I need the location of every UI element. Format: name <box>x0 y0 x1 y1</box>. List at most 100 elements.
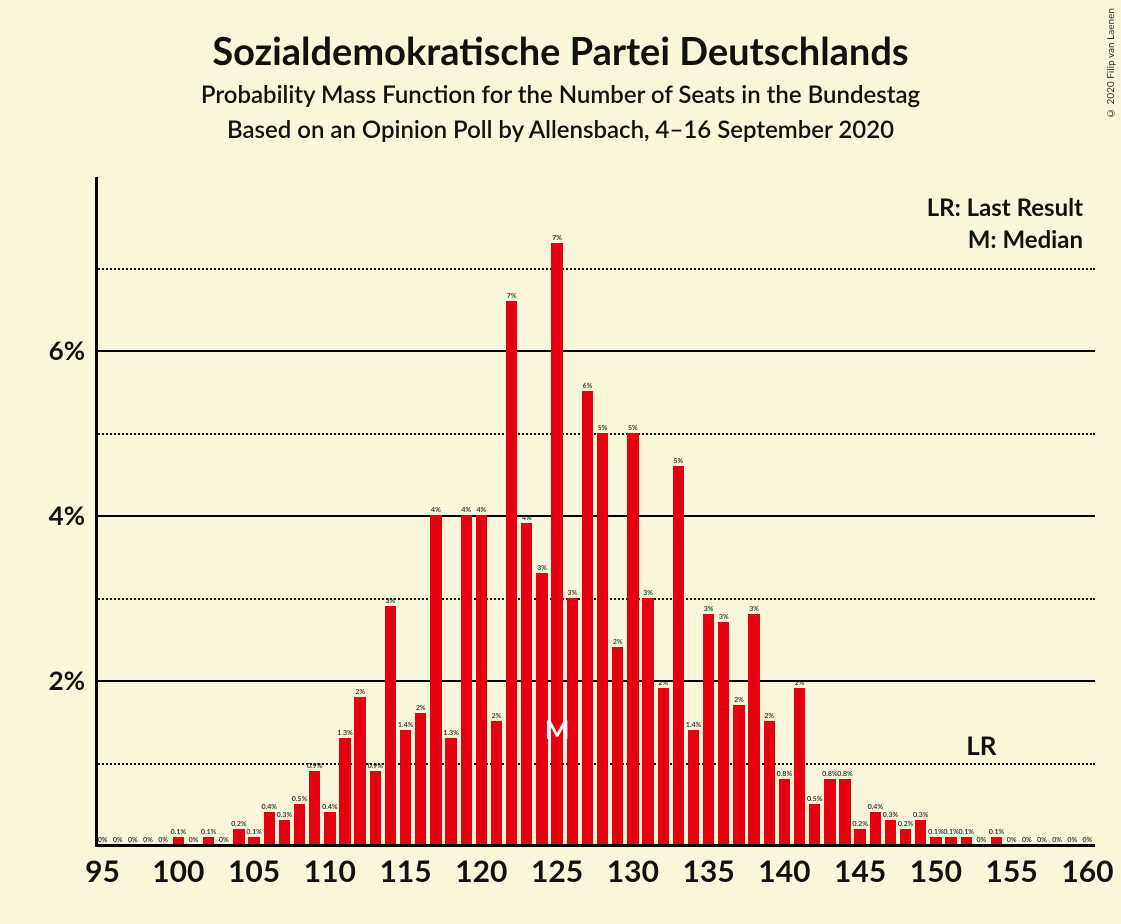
bar <box>415 713 426 845</box>
chart-title-sub2: Based on an Opinion Poll by Allensbach, … <box>0 115 1121 144</box>
bar-value-label: 0.1% <box>943 828 958 836</box>
bar-value-label: 0% <box>1052 836 1062 844</box>
bar-value-label: 0.1% <box>201 828 216 836</box>
bar-value-label: 0% <box>143 836 153 844</box>
x-tick-label: 155 <box>986 853 1038 889</box>
bar-value-label: 2% <box>492 712 502 720</box>
bar-value-label: 4% <box>476 506 486 514</box>
bar <box>779 779 790 845</box>
bar-value-label: 0.1% <box>171 828 186 836</box>
x-tick-label: 135 <box>683 853 735 889</box>
y-axis <box>95 177 98 845</box>
bar-value-label: 5% <box>628 424 638 432</box>
bar-value-label: 0.1% <box>246 828 261 836</box>
bar-value-label: 0.9% <box>307 762 322 770</box>
bar-value-label: 3% <box>749 605 759 613</box>
gridline-minor <box>95 598 1095 600</box>
bar-value-label: 1.4% <box>398 721 413 729</box>
bar <box>597 433 608 846</box>
gridline-major <box>95 515 1095 517</box>
bar <box>627 433 638 846</box>
bar <box>900 829 911 846</box>
bar <box>824 779 835 845</box>
median-marker: M <box>545 713 570 745</box>
bar-value-label: 3% <box>719 613 729 621</box>
x-tick-label: 145 <box>834 853 886 889</box>
bar <box>430 515 441 845</box>
bar-value-label: 3% <box>567 589 577 597</box>
bar <box>264 812 275 845</box>
bar-value-label: 0.1% <box>928 828 943 836</box>
x-tick-label: 120 <box>455 853 507 889</box>
bar-value-label: 0% <box>1007 836 1017 844</box>
bar-value-label: 0.4% <box>262 803 277 811</box>
x-tick-label: 160 <box>1061 853 1113 889</box>
bar-value-label: 1.3% <box>443 729 458 737</box>
x-tick-label: 125 <box>531 853 583 889</box>
bar-value-label: 0% <box>189 836 199 844</box>
bar <box>233 829 244 846</box>
bar-value-label: 1.4% <box>686 721 701 729</box>
bar-value-label: 0.2% <box>231 820 246 828</box>
bar-value-label: 2% <box>355 688 365 696</box>
bar <box>809 804 820 845</box>
y-tick-label: 2% <box>25 664 85 696</box>
bar-value-label: 0% <box>976 836 986 844</box>
bar <box>733 705 744 845</box>
bar-value-label: 0.4% <box>322 803 337 811</box>
bar <box>370 771 381 845</box>
bar <box>642 598 653 846</box>
gridline-minor <box>95 763 1095 765</box>
bar-value-label: 5% <box>673 457 683 465</box>
x-tick-label: 110 <box>304 853 356 889</box>
x-tick-label: 100 <box>152 853 204 889</box>
bar-value-label: 0.3% <box>883 811 898 819</box>
x-tick-label: 130 <box>607 853 659 889</box>
bar <box>339 738 350 845</box>
bar <box>612 647 623 845</box>
x-tick-label: 115 <box>379 853 431 889</box>
bar <box>491 721 502 845</box>
bar-value-label: 0% <box>113 836 123 844</box>
bar <box>764 721 775 845</box>
bar-value-label: 7% <box>552 234 562 242</box>
gridline-minor <box>95 268 1095 270</box>
bar <box>400 730 411 846</box>
bar-value-label: 3% <box>704 605 714 613</box>
y-tick-label: 4% <box>25 499 85 531</box>
bar-value-label: 0.8% <box>777 770 792 778</box>
bar-value-label: 3% <box>537 564 547 572</box>
bar <box>870 812 881 845</box>
bar-value-label: 7% <box>507 292 517 300</box>
bar <box>324 812 335 845</box>
bar-value-label: 0.8% <box>837 770 852 778</box>
bar-value-label: 0.5% <box>292 795 307 803</box>
bar-value-label: 2% <box>416 704 426 712</box>
bar-value-label: 0% <box>158 836 168 844</box>
bar-value-label: 0% <box>1037 836 1047 844</box>
copyright-text: © 2020 Filip van Laenen <box>1105 8 1117 119</box>
bar <box>294 804 305 845</box>
bar-value-label: 4% <box>431 506 441 514</box>
bar-value-label: 2% <box>734 696 744 704</box>
bar <box>551 243 562 845</box>
bar <box>658 688 669 845</box>
bar-value-label: 2% <box>613 638 623 646</box>
bar-value-label: 1.3% <box>337 729 352 737</box>
bar <box>354 697 365 846</box>
bar <box>536 573 547 845</box>
chart-title-sub1: Probability Mass Function for the Number… <box>0 80 1121 109</box>
bar-value-label: 2% <box>658 679 668 687</box>
x-tick-label: 140 <box>758 853 810 889</box>
bar-value-label: 0% <box>1022 836 1032 844</box>
bar-value-label: 0% <box>1067 836 1077 844</box>
x-axis <box>95 844 1095 847</box>
x-tick-label: 150 <box>910 853 962 889</box>
gridline-minor <box>95 433 1095 435</box>
bar-value-label: 3% <box>386 597 396 605</box>
bar-value-label: 0% <box>1083 836 1093 844</box>
bar-value-label: 3% <box>643 589 653 597</box>
plot-area: 2%4%6%0%0%0%0%0%0.1%0%0.1%0%0.2%0.1%0.4%… <box>95 185 1095 845</box>
bar-value-label: 0.4% <box>868 803 883 811</box>
bar <box>309 771 320 845</box>
